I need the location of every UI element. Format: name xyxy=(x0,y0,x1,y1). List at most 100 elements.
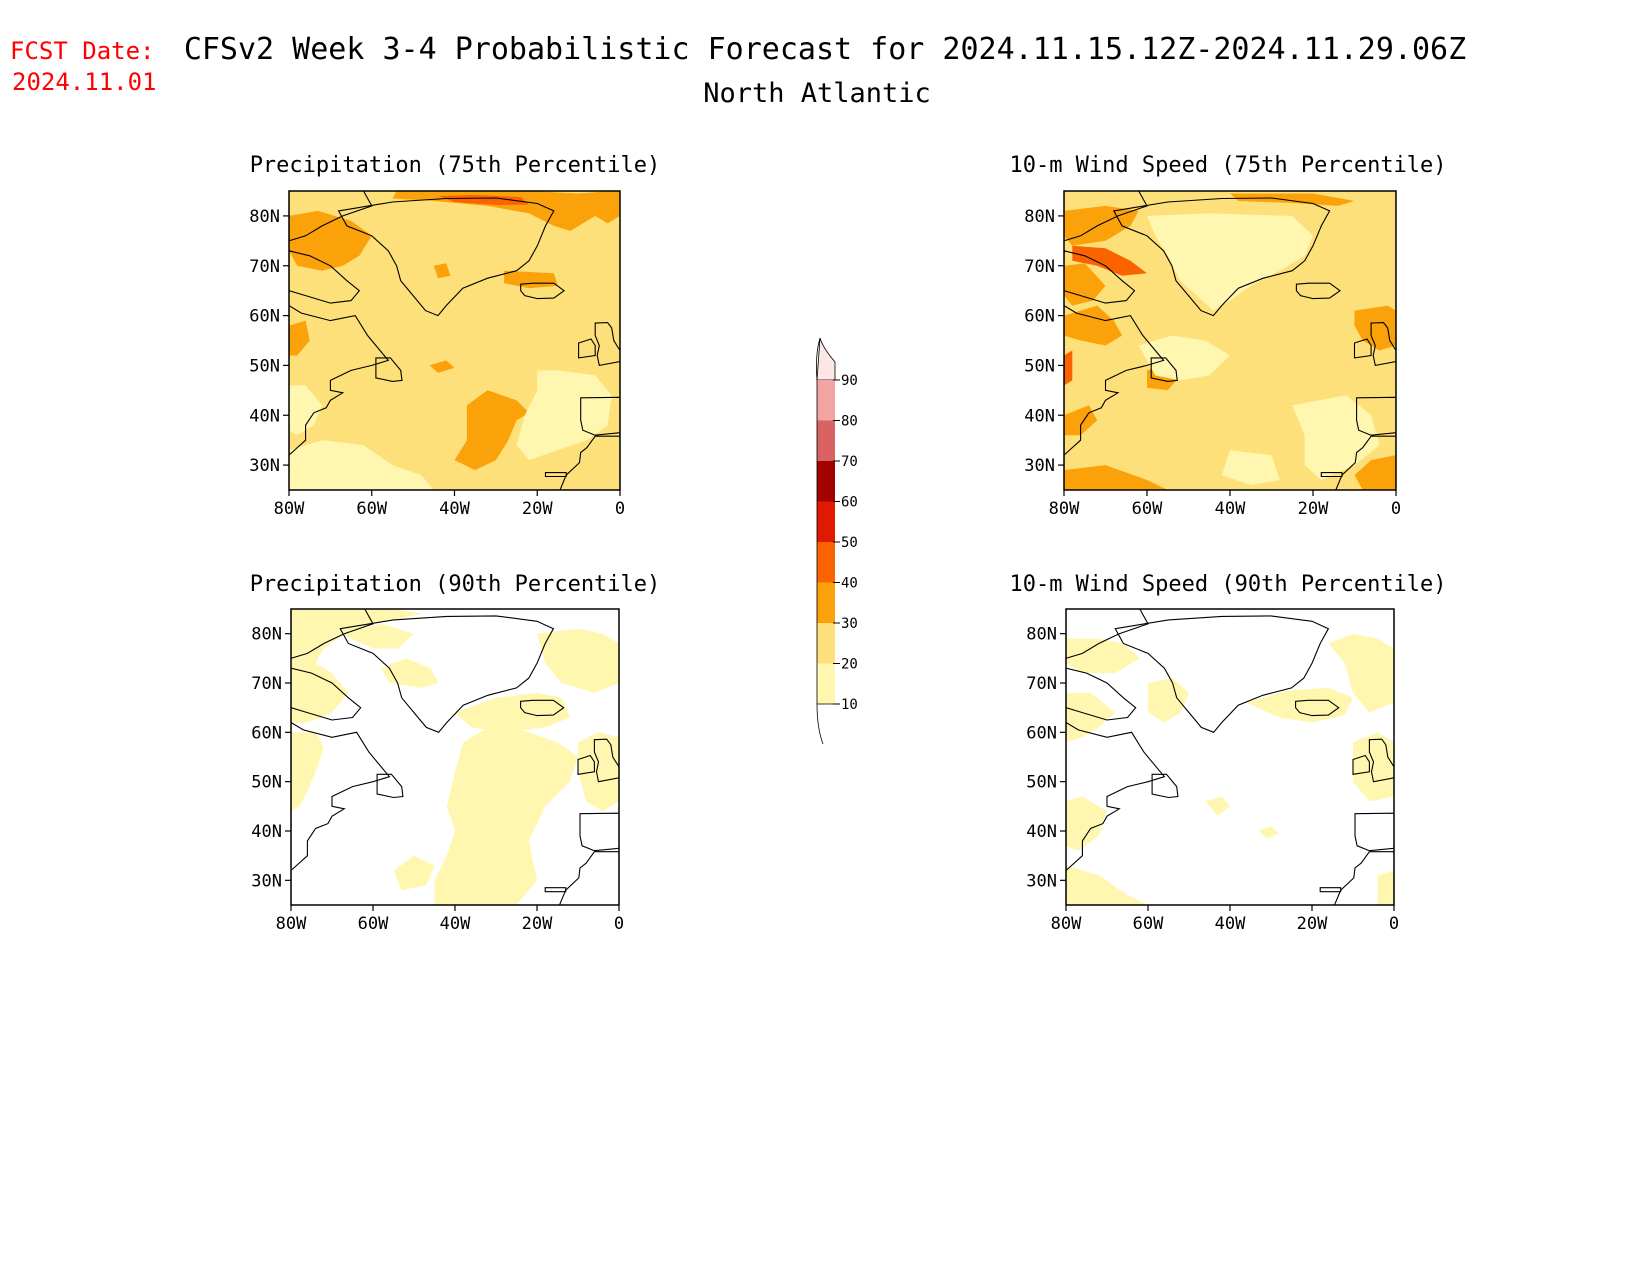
probability-contour xyxy=(433,263,451,279)
lat-label: 30N xyxy=(1026,871,1057,891)
probability-contour xyxy=(393,855,435,891)
lat-label: 80N xyxy=(1024,207,1055,227)
colorbar-label: 40 xyxy=(841,576,858,592)
probability-contour xyxy=(1230,193,1355,206)
lat-label: 30N xyxy=(1024,456,1055,476)
coastline-baffin xyxy=(1066,667,1137,721)
coastline-ireland xyxy=(577,754,595,775)
map-area xyxy=(1064,191,1396,490)
lat-label: 60N xyxy=(249,307,280,327)
probability-contour xyxy=(1354,455,1396,490)
probability-contour xyxy=(1205,796,1230,817)
coastline-canaries xyxy=(544,887,567,893)
lon-label: 20W xyxy=(1297,914,1328,934)
coastline-iberia xyxy=(580,396,620,436)
coastline-greenland xyxy=(339,615,555,733)
probability-contour xyxy=(1147,213,1313,311)
probability-contour xyxy=(289,440,434,490)
lon-label: 40W xyxy=(439,499,470,519)
probability-contour xyxy=(291,732,324,812)
colorbar-edge xyxy=(816,337,821,381)
probability-contour xyxy=(1148,678,1189,723)
probability-contour xyxy=(1377,870,1394,905)
panel-wind-75: 10-m Wind Speed (75th Percentile) 80N 70N 6… xyxy=(1009,153,1446,519)
coastline-labrador xyxy=(291,721,391,905)
colorbar-label: 30 xyxy=(841,616,858,632)
lon-label: 60W xyxy=(1132,499,1163,519)
lon-label: 20W xyxy=(1298,499,1329,519)
probability-contour xyxy=(454,390,529,471)
probability-contour xyxy=(1258,826,1280,839)
colorbar-label: 20 xyxy=(841,657,858,673)
probability-contour xyxy=(340,623,414,649)
lat-label: 30N xyxy=(251,871,282,891)
probability-contour xyxy=(291,609,423,723)
coastline-newfoundland xyxy=(1150,357,1178,382)
probability-contour xyxy=(289,320,310,356)
colorbar-box xyxy=(817,663,835,704)
coastline-ireland xyxy=(578,338,596,359)
coastline-canaries xyxy=(1320,472,1343,478)
lon-label: 0 xyxy=(614,914,624,934)
probability-contour xyxy=(1066,865,1148,905)
probability-contour xyxy=(1221,450,1280,485)
coastline-labrador xyxy=(1066,721,1166,905)
panel-wind-90: 10-m Wind Speed (90th Percentile) 80N 70N 6… xyxy=(1009,572,1446,934)
colorbar-box xyxy=(817,542,835,583)
coastline-canadaNE xyxy=(1066,609,1149,659)
lat-label: 70N xyxy=(1024,257,1055,277)
probability-contour xyxy=(1064,305,1123,346)
lon-label: 60W xyxy=(358,914,389,934)
page-title: CFSv2 Week 3-4 Probabilistic Forecast fo… xyxy=(184,32,1466,67)
lat-label: 50N xyxy=(1026,773,1057,793)
lat-label: 70N xyxy=(1026,674,1057,694)
coastline-uk xyxy=(1370,322,1396,367)
lat-label: 50N xyxy=(1024,356,1055,376)
coastline-iceland xyxy=(1295,699,1340,717)
lon-label: 20W xyxy=(522,499,553,519)
probability-contour xyxy=(1064,350,1073,386)
map-area xyxy=(289,191,620,490)
map-area xyxy=(1066,609,1394,905)
lat-label: 40N xyxy=(249,406,280,426)
probability-contour xyxy=(504,270,558,289)
lat-label: 60N xyxy=(1026,723,1057,743)
coastline-canaries xyxy=(1319,887,1342,893)
lon-label: 0 xyxy=(615,499,625,519)
probability-contour xyxy=(537,628,619,693)
coastline-iberia xyxy=(1354,812,1394,852)
probability-contour xyxy=(381,658,439,688)
coastline-canadaNE xyxy=(1064,191,1148,242)
lon-label: 0 xyxy=(1391,499,1401,519)
colorbar-cap-top xyxy=(816,337,836,381)
coastline-iceland xyxy=(520,699,565,717)
coastline-newfoundland xyxy=(375,357,403,382)
probability-contour xyxy=(438,195,529,205)
lon-label: 80W xyxy=(1051,914,1082,934)
colorbar-label: 10 xyxy=(841,697,858,713)
panel-title: Precipitation (90th Percentile) xyxy=(250,572,661,597)
lat-label: 40N xyxy=(251,822,282,842)
lat-label: 50N xyxy=(251,773,282,793)
probability-contour xyxy=(1246,687,1353,723)
panel-title: 10-m Wind Speed (90th Percentile) xyxy=(1009,572,1446,597)
colorbar-legend: 90 80 70 60 50 40 30 20 10 xyxy=(816,337,858,745)
colorbar-box xyxy=(817,623,835,664)
coastline-labrador xyxy=(289,304,390,490)
colorbar-box xyxy=(817,461,835,502)
probability-contour xyxy=(1066,796,1107,851)
probability-contour xyxy=(1353,732,1394,802)
panel-title: 10-m Wind Speed (75th Percentile) xyxy=(1009,153,1446,178)
probability-contour xyxy=(1064,205,1139,246)
probability-contour xyxy=(1064,465,1168,490)
probability-contour xyxy=(1138,335,1230,381)
coastline-canaries xyxy=(544,472,567,478)
coastline-uk xyxy=(593,738,619,783)
coastline-iberia xyxy=(1356,396,1396,436)
colorbar-label: 80 xyxy=(841,414,858,430)
lat-label: 70N xyxy=(251,674,282,694)
lon-label: 60W xyxy=(356,499,387,519)
coastline-canadaNE xyxy=(291,609,374,659)
region-subtitle: North Atlantic xyxy=(703,78,931,109)
lat-label: 60N xyxy=(1024,307,1055,327)
